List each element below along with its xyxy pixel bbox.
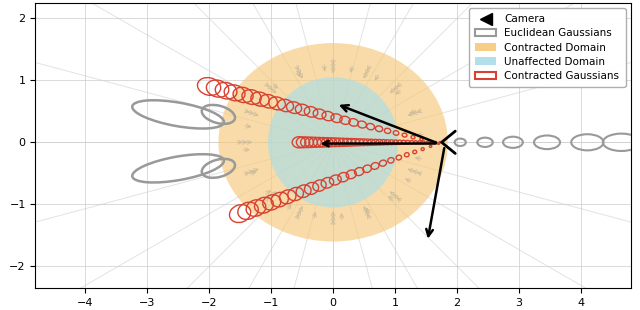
Ellipse shape xyxy=(268,77,398,207)
Legend: Camera, Euclidean Gaussians, Contracted Domain, Unaffected Domain, Contracted Ga: Camera, Euclidean Gaussians, Contracted … xyxy=(469,8,625,87)
Ellipse shape xyxy=(218,43,448,241)
